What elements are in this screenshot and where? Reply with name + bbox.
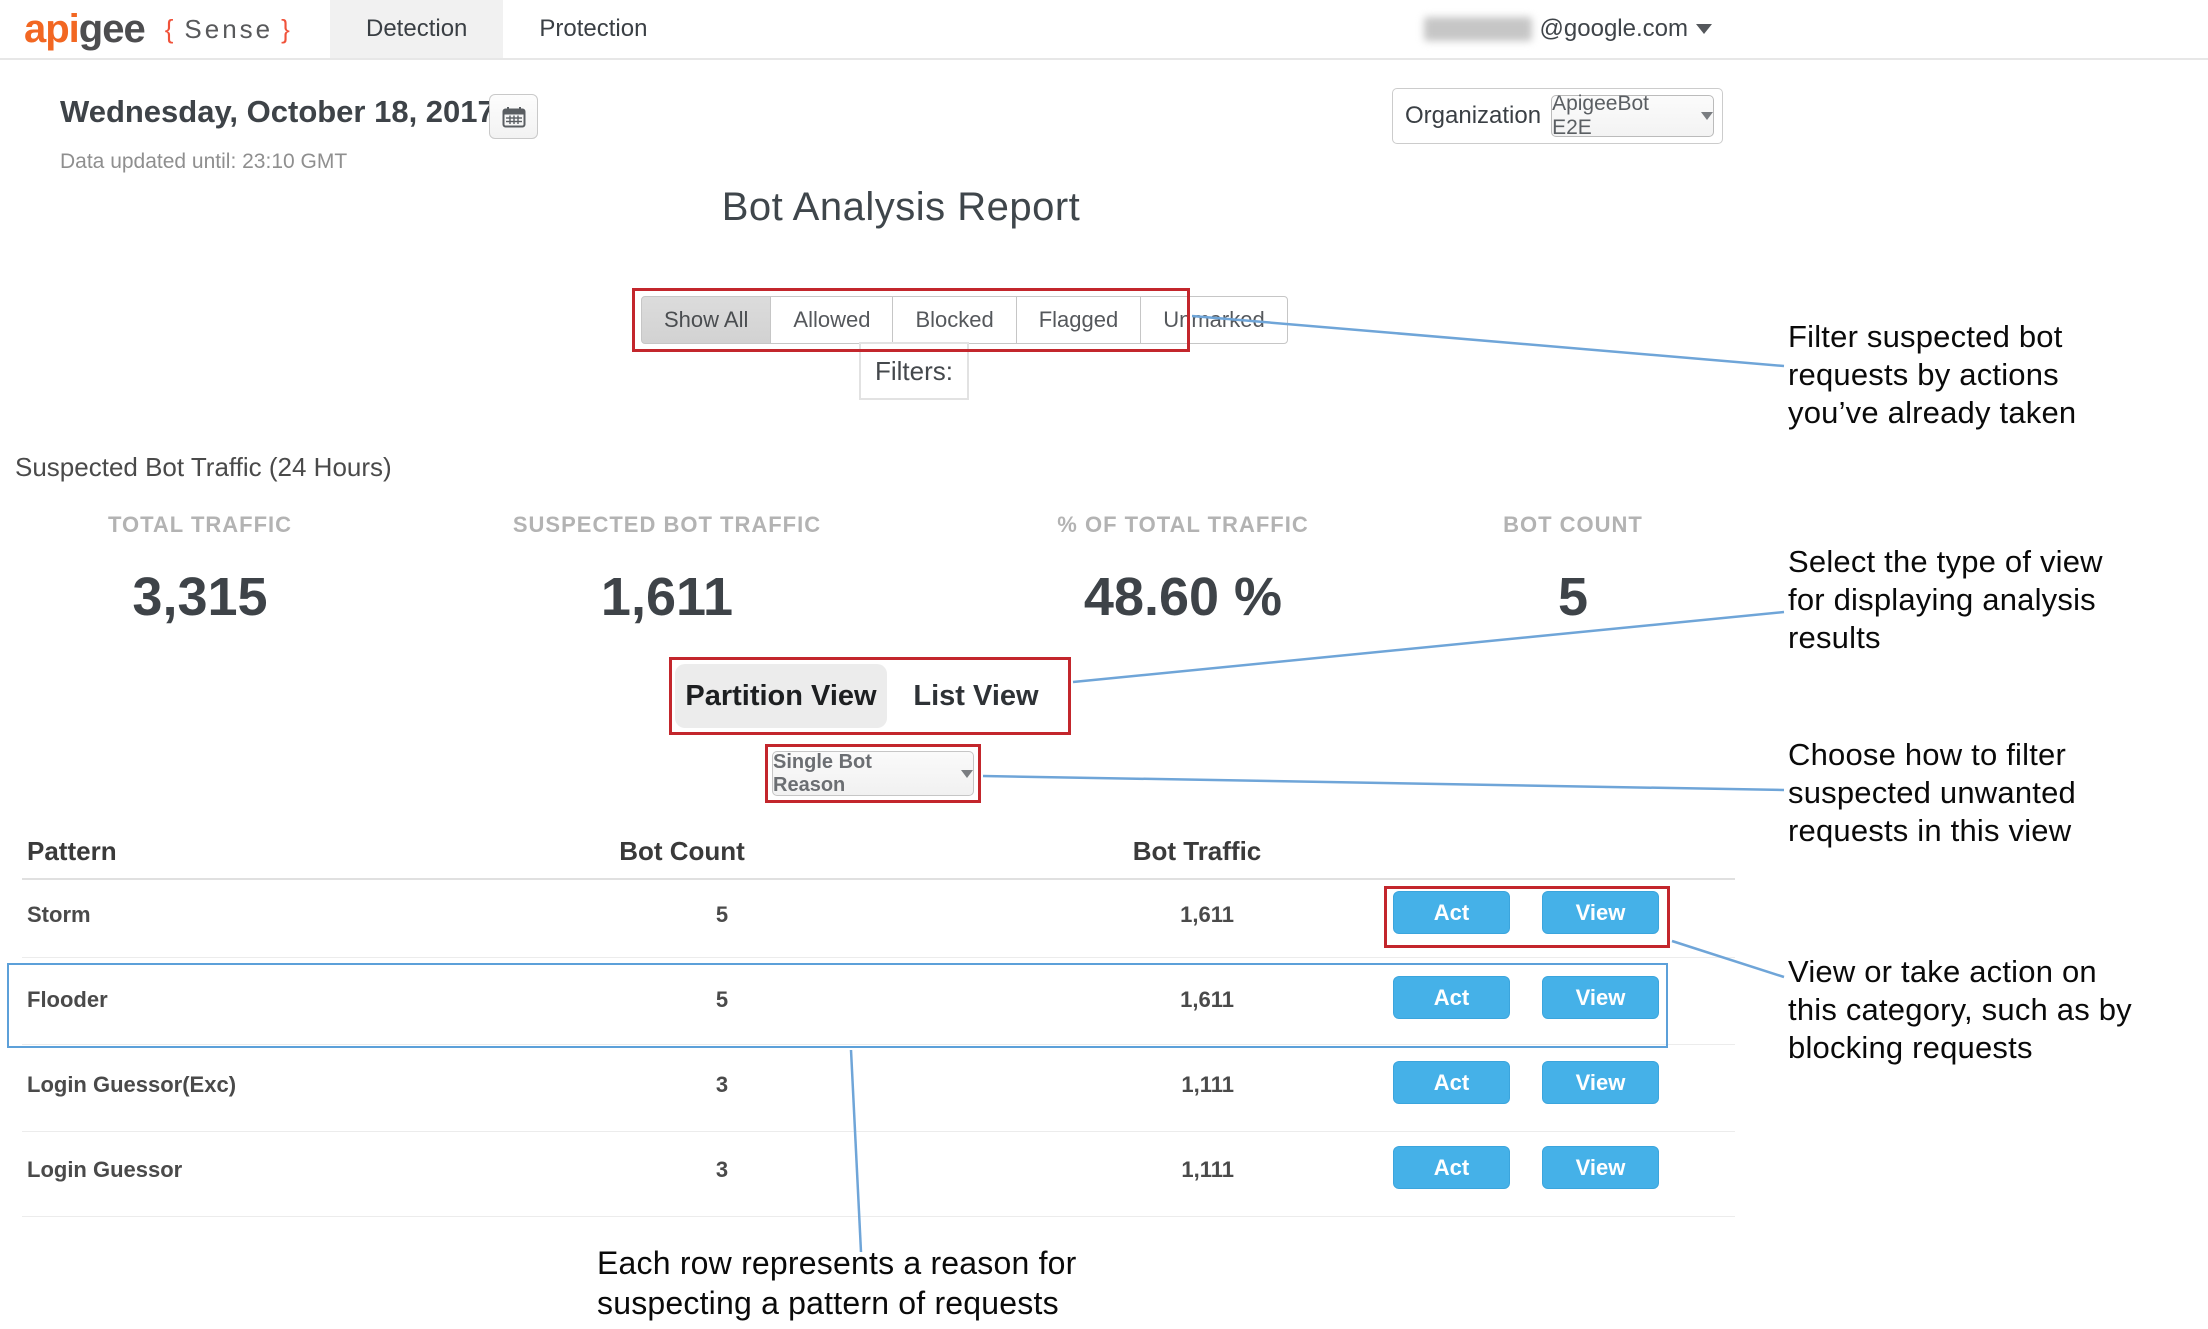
pattern-cell: Login Guessor(Exc) [27,1072,237,1097]
stat-value: 5 [1557,567,1589,627]
chevron-down-icon [961,769,973,778]
logo-open-brace: { [164,13,177,44]
highlight-box-status-filters [632,288,1190,352]
account-email: @google.com [1539,15,1688,42]
bot-count-cell: 3 [715,1157,729,1182]
top-nav-bar: api gee { Sense } Detection Protection @g… [0,0,2208,60]
stat-value: 48.60 % [1083,567,1283,627]
table-header-row: Pattern Bot Count Bot Traffic [22,836,1735,880]
stat-label: SUSPECTED BOT TRAFFIC [512,512,822,537]
bot-traffic-cell: 1,111 [1181,1157,1234,1182]
stat-label: % OF TOTAL TRAFFIC [1057,512,1309,537]
tab-protection[interactable]: Protection [539,15,648,42]
chevron-down-icon [1696,24,1712,34]
pattern-cell: Login Guessor [27,1157,183,1182]
status-filter-blocked[interactable]: Blocked [892,296,1017,344]
calendar-icon [502,106,525,127]
highlight-box-act-view [1384,886,1670,948]
stat-value: 1,611 [600,567,734,627]
callout-row-meaning: Each row represents a reason for suspect… [597,1245,1077,1321]
callout-reason-filter: Choose how to filter suspected unwanted … [1788,737,2076,848]
view-button[interactable]: View [1542,976,1659,1019]
stat-value: 3,315 [132,567,268,627]
logo-sense-text: { Sense } [165,14,293,45]
status-filter-allowed[interactable]: Allowed [770,296,894,344]
table-row-login-guessor: Login Guessor 3 1,111 Act View [22,1133,1735,1218]
primary-nav-tabs: Detection Protection [330,0,683,58]
highlight-box-flooder-row [7,963,1668,1048]
act-button[interactable]: Act [1393,1146,1510,1189]
highlight-box-reason-filter [765,744,981,803]
bot-traffic-cell: 1,111 [1181,1072,1234,1097]
callout-view-type: Select the type of view for displaying a… [1788,544,2103,655]
view-button[interactable]: View [1542,891,1659,934]
page-title: Bot Analysis Report [721,185,1081,229]
apigee-sense-logo: api gee { Sense } [24,0,293,58]
row-divider [22,1044,1735,1045]
stats-section-title: Suspected Bot Traffic (24 Hours) [15,452,392,482]
logo-gee-text: gee [78,6,146,51]
filters-label-box: Filters: [859,342,969,400]
view-button[interactable]: View [1542,1061,1659,1104]
logo-api-text: api [24,6,80,51]
column-header-pattern: Pattern [27,836,117,866]
bot-traffic-cell: 1,611 [1180,902,1234,927]
organization-dropdown[interactable]: ApigeeBot E2E [1551,92,1714,139]
logo-close-brace: } [281,13,293,44]
bot-traffic-cell: 1,611 [1180,987,1234,1012]
account-menu[interactable]: @google.com [1423,0,1712,58]
act-button[interactable]: Act [1393,976,1510,1019]
redacted-username [1423,17,1532,41]
pattern-cell: Flooder [27,987,108,1012]
stat-label: BOT COUNT [1503,512,1643,537]
column-header-bot-count: Bot Count [619,836,745,866]
highlight-box-view-toggle [669,657,1071,735]
bot-count-cell: 3 [715,1072,729,1097]
bot-count-cell: 5 [715,902,729,927]
data-updated-status: Data updated until: 23:10 GMT [60,150,348,173]
status-filter-group: Show All Allowed Blocked Flagged Unmarke… [641,296,1288,344]
stat-suspected-bot-traffic: SUSPECTED BOT TRAFFIC 1,611 [457,512,877,628]
status-filter-flagged[interactable]: Flagged [1015,296,1142,344]
row-divider [22,1131,1735,1132]
view-button[interactable]: View [1542,1146,1659,1189]
organization-selector: Organization ApigeeBot E2E [1392,88,1723,144]
report-date: Wednesday, October 18, 2017 [60,94,495,129]
table-row-storm: Storm 5 1,611 Act View [22,878,1735,963]
column-header-bot-traffic: Bot Traffic [1132,836,1262,866]
tab-detection[interactable]: Detection [330,0,504,58]
tab-partition-view[interactable]: Partition View [675,664,887,728]
chevron-down-icon [1701,112,1713,120]
stat-label: TOTAL TRAFFIC [107,512,293,537]
stat-percent-total-traffic: % OF TOTAL TRAFFIC 48.60 % [973,512,1393,628]
table-row-flooder: Flooder 5 1,611 Act View [22,963,1735,1048]
organization-value: ApigeeBot E2E [1552,92,1649,139]
logo-sense-word: Sense [184,13,274,44]
act-button[interactable]: Act [1393,891,1510,934]
bot-reason-filter-value: Single Bot Reason [773,750,872,796]
organization-label: Organization [1405,102,1542,129]
status-filter-show-all[interactable]: Show All [641,296,772,344]
tab-list-view[interactable]: List View [913,679,1039,712]
bot-reason-filter-dropdown[interactable]: Single Bot Reason [772,751,974,796]
table-row-login-guessor-exc: Login Guessor(Exc) 3 1,111 Act View [22,1048,1735,1133]
row-divider [22,957,1735,958]
pattern-cell: Storm [27,902,91,927]
callout-status-filters: Filter suspected bot requests by actions… [1788,319,2077,430]
callout-act-view: View or take action on this category, su… [1788,954,2132,1065]
bot-count-cell: 5 [715,987,729,1012]
stat-total-traffic: TOTAL TRAFFIC 3,315 [0,512,410,628]
stat-bot-count: BOT COUNT 5 [1363,512,1783,628]
row-divider [22,1216,1735,1217]
date-picker-button[interactable] [489,94,538,139]
act-button[interactable]: Act [1393,1061,1510,1104]
callout-line-reason-filter [982,774,1785,792]
